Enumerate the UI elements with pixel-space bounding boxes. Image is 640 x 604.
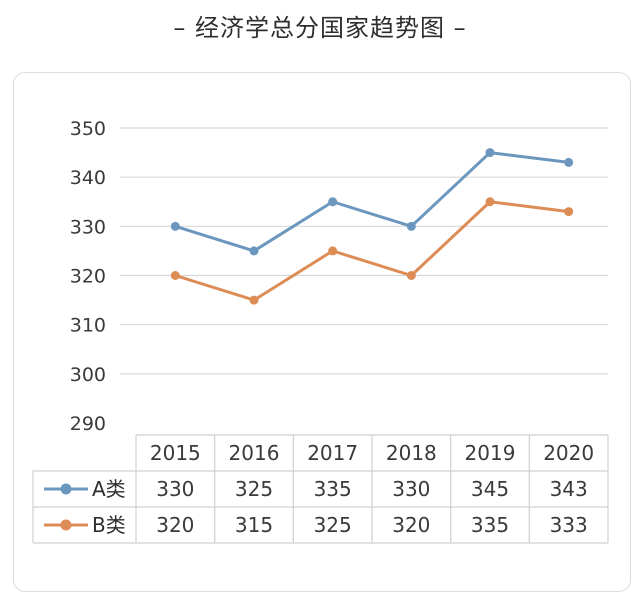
data-point-a-2016 xyxy=(249,246,259,256)
category-label-2018: 2018 xyxy=(386,441,437,465)
data-point-a-2015 xyxy=(170,221,180,231)
table-cell-b-2018: 320 xyxy=(392,513,430,537)
table-cell-b-2019: 335 xyxy=(471,513,509,537)
y-tick-label-300: 300 xyxy=(70,364,106,386)
table-cell-a-2019: 345 xyxy=(471,477,509,501)
table-cell-a-2020: 343 xyxy=(550,477,588,501)
category-label-2020: 2020 xyxy=(543,441,594,465)
data-point-b-2017 xyxy=(328,246,338,256)
table-cell-a-2017: 335 xyxy=(314,477,352,501)
data-point-a-2018 xyxy=(406,221,416,231)
table-cell-a-2015: 330 xyxy=(156,477,194,501)
data-point-a-2019 xyxy=(485,148,495,158)
y-tick-label-330: 330 xyxy=(70,216,106,238)
data-point-b-2016 xyxy=(249,295,259,305)
data-point-a-2020 xyxy=(564,157,574,167)
data-point-b-2015 xyxy=(170,271,180,280)
y-tick-label-350: 350 xyxy=(70,118,106,140)
table-cell-b-2020: 333 xyxy=(550,513,588,537)
category-label-2015: 2015 xyxy=(150,441,201,465)
table-cell-a-2018: 330 xyxy=(392,477,430,501)
y-tick-label-340: 340 xyxy=(70,167,106,189)
legend-swatch-dot-b xyxy=(60,519,72,531)
series-line-a xyxy=(174,151,569,253)
data-point-a-2017 xyxy=(328,197,338,207)
chart-title-text: 经济学总分国家趋势图 xyxy=(195,14,445,42)
category-label-2019: 2019 xyxy=(465,441,516,465)
table-cell-b-2017: 325 xyxy=(314,513,352,537)
y-tick-label-310: 310 xyxy=(70,315,106,337)
chart-title: – 经济学总分国家趋势图 – xyxy=(173,14,467,42)
table-cell-b-2016: 315 xyxy=(235,513,273,537)
table-cell-b-2015: 320 xyxy=(156,513,194,537)
legend-label-b: B类 xyxy=(92,513,126,537)
data-point-b-2020 xyxy=(564,207,574,217)
y-tick-label-290: 290 xyxy=(70,413,106,435)
data-point-b-2019 xyxy=(485,197,495,207)
table-cell-a-2016: 325 xyxy=(235,477,273,501)
y-tick-label-320: 320 xyxy=(70,266,106,288)
category-label-2016: 2016 xyxy=(229,441,280,465)
category-label-2017: 2017 xyxy=(307,441,358,465)
data-point-b-2018 xyxy=(406,271,416,280)
legend-swatch-dot-a xyxy=(60,483,72,495)
legend-label-a: A类 xyxy=(92,477,126,501)
series-line-b xyxy=(174,200,569,302)
